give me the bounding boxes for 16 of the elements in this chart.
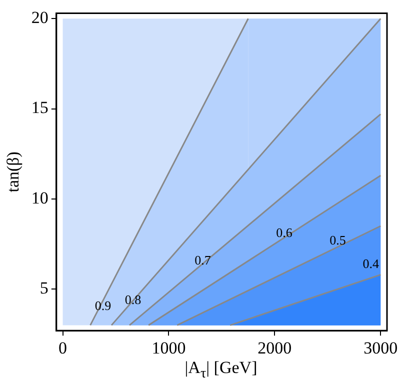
x-tick-label: 1000 [152, 338, 186, 358]
y-tick-label: 15 [31, 98, 48, 118]
series-label: 0.7 [194, 252, 212, 268]
x-tick-label: 0 [58, 338, 68, 358]
y-tick-label: 10 [31, 188, 48, 208]
y-axis-title: tan(β) [4, 152, 23, 192]
x-tick-label: 2000 [258, 338, 292, 358]
x-tick-label: 3000 [364, 338, 398, 358]
series-label: 0.8 [124, 292, 142, 307]
y-tick-label: 5 [40, 278, 48, 298]
series-label: 0.9 [94, 298, 112, 313]
series-label: 0.4 [362, 256, 380, 272]
y-tick-label: 20 [31, 8, 48, 28]
x-axis-title: |A$_{τ}$| [GeV] [184, 358, 258, 382]
series-label: 0.6 [276, 224, 293, 240]
series-label: 0.5 [330, 232, 346, 248]
